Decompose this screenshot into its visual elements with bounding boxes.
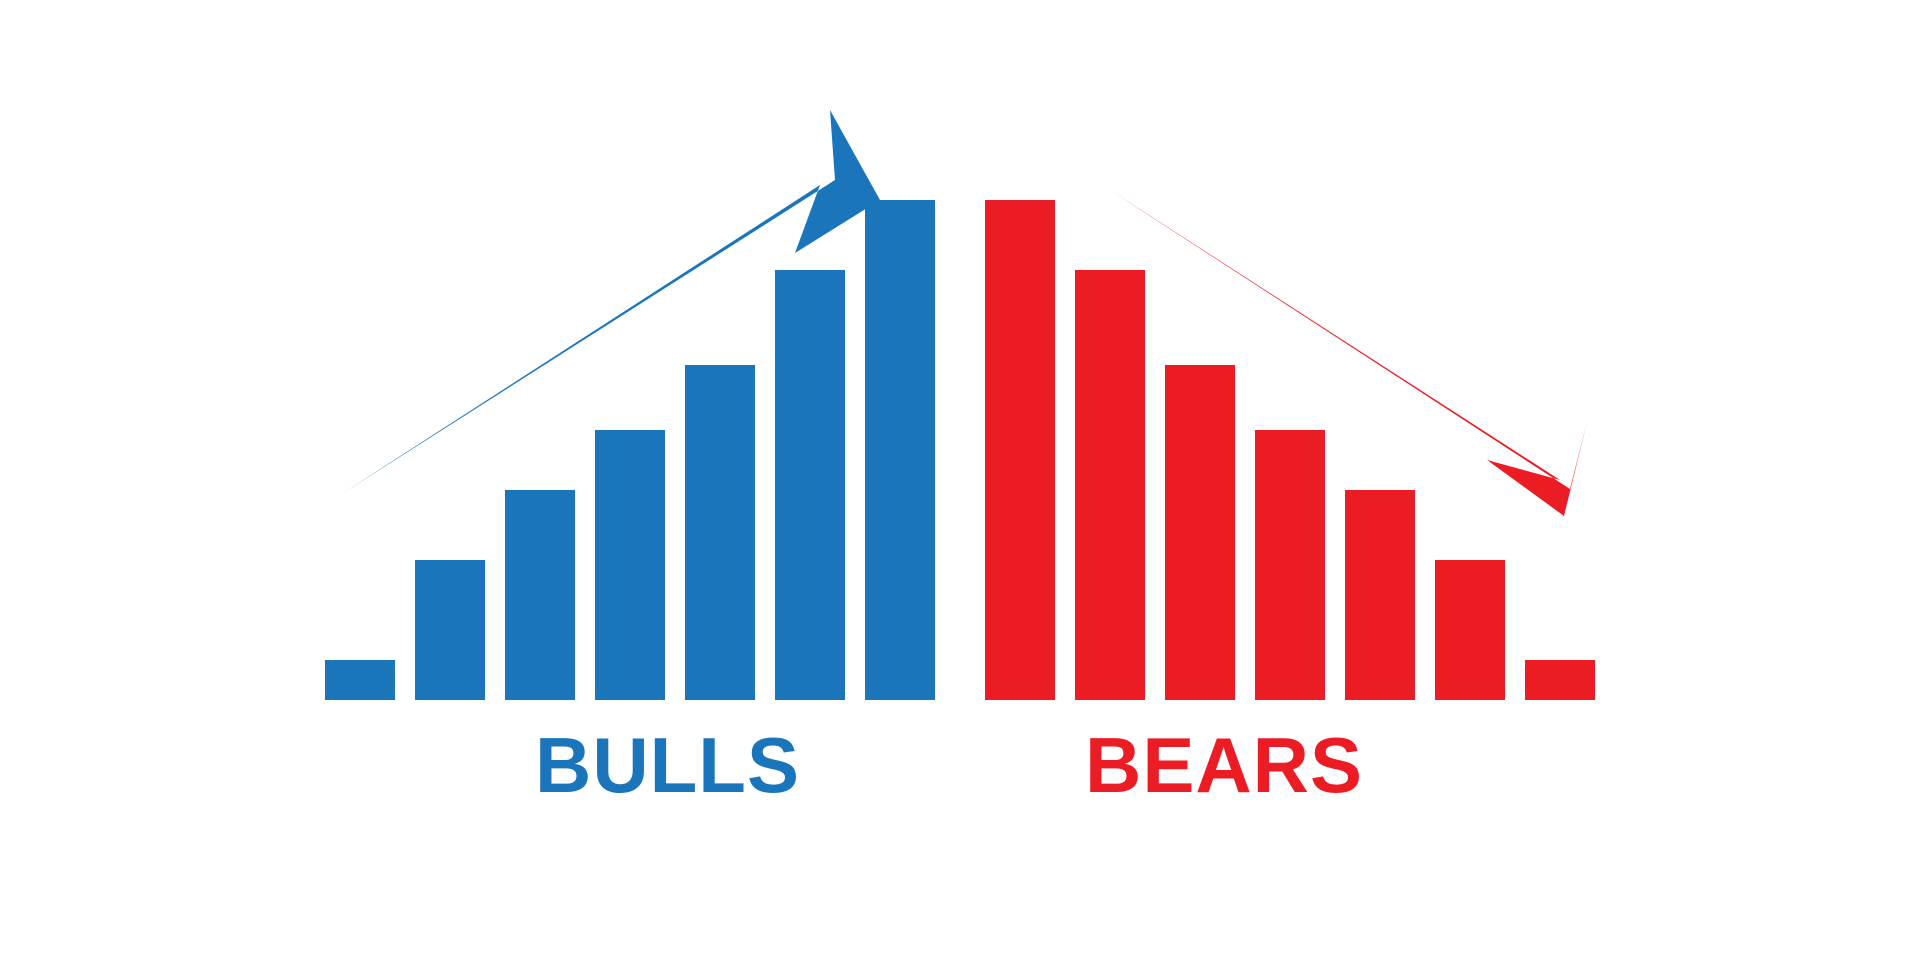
bulls-bears-chart: BULLS BEARS	[0, 0, 1920, 960]
bears-label: BEARS	[1085, 720, 1363, 811]
down-arrow-icon	[0, 0, 1920, 960]
bulls-label: BULLS	[535, 720, 800, 811]
